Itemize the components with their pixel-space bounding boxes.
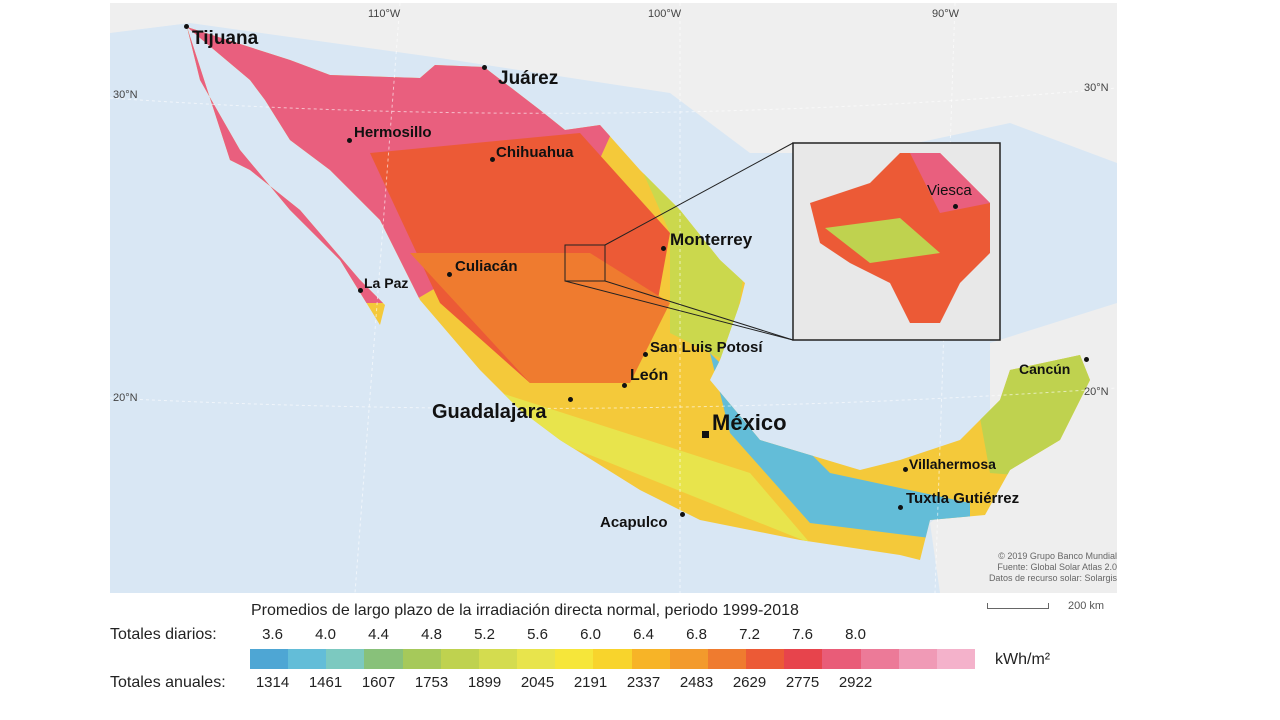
city-marker	[482, 65, 487, 70]
color-swatch	[707, 649, 747, 669]
color-swatch	[936, 649, 975, 669]
city-marker	[661, 246, 666, 251]
lon-110-label: 110°W	[368, 8, 401, 20]
city-mexico: México	[712, 410, 787, 435]
annual-tick: 2191	[573, 674, 608, 691]
daily-tick: 6.0	[580, 626, 601, 643]
annual-tick: 1899	[467, 674, 502, 691]
city-marker	[643, 352, 648, 357]
color-swatch	[402, 649, 441, 669]
color-swatch	[593, 649, 632, 669]
scale-label: 200 km	[1068, 600, 1105, 612]
annual-tick: 2045	[520, 674, 555, 691]
city-hermosillo: Hermosillo	[354, 124, 432, 141]
annual-tick: 1607	[361, 674, 396, 691]
unit-label: kWh/m²	[995, 651, 1051, 668]
city-juarez: Juárez	[498, 68, 559, 89]
annual-tick: 1753	[414, 674, 449, 691]
city-marker	[184, 24, 189, 29]
legend-title: Promedios de largo plazo de la irradiaci…	[251, 602, 799, 619]
city-marker	[680, 512, 685, 517]
city-marker	[347, 138, 352, 143]
map	[109, 2, 1118, 594]
lon-100-label: 100°W	[648, 8, 682, 20]
annual-tick: 2337	[626, 674, 661, 691]
attribution: © 2019 Grupo Banco Mundial Fuente: Globa…	[989, 551, 1117, 584]
city-guadalajara: Guadalajara	[432, 401, 547, 423]
city-marker	[358, 288, 363, 293]
color-swatch	[669, 649, 708, 669]
lon-90-label: 90°W	[932, 8, 960, 20]
attribution-line: Datos de recurso solar: Solargis	[988, 573, 1117, 583]
color-swatch	[250, 649, 289, 669]
city-cancun: Cancún	[1019, 361, 1071, 377]
daily-ticks: 3.6 4.0 4.4 4.8 5.2 5.6 6.0 6.4 6.8 7.2 7.6 8.0	[246, 626, 882, 643]
color-swatch	[478, 649, 518, 669]
daily-tick: 6.8	[686, 626, 707, 643]
color-swatch	[440, 649, 479, 669]
daily-tick: 8.0	[845, 626, 866, 643]
color-swatch	[784, 649, 823, 669]
lat-30-right: 30°N	[1084, 82, 1109, 94]
city-culiacan: Culiacán	[455, 258, 518, 275]
capital-marker	[702, 431, 709, 438]
city-marker	[953, 204, 958, 209]
annual-tick: 2775	[785, 674, 820, 691]
annual-tick: 2629	[732, 674, 767, 691]
daily-label: Totales diarios:	[110, 626, 217, 643]
city-acapulco: Acapulco	[600, 514, 668, 531]
color-swatch	[517, 649, 556, 669]
color-swatch	[288, 649, 327, 669]
color-swatch	[364, 649, 403, 669]
city-marker	[568, 397, 573, 402]
map-graphic	[109, 2, 1118, 594]
city-tijuana: Tijuana	[192, 28, 259, 49]
city-san-luis-potosi: San Luis Potosí	[650, 339, 763, 356]
annual-tick: 1461	[308, 674, 343, 691]
city-chihuahua: Chihuahua	[496, 144, 574, 161]
color-scale	[250, 649, 975, 669]
annual-tick: 2922	[838, 674, 873, 691]
annual-label: Totales anuales:	[110, 674, 226, 691]
city-marker	[898, 505, 903, 510]
city-leon: León	[630, 367, 669, 384]
attribution-line: Fuente: Global Solar Atlas 2.0	[997, 562, 1117, 572]
city-marker	[622, 383, 627, 388]
daily-tick: 5.2	[474, 626, 495, 643]
city-marker	[490, 157, 495, 162]
lat-30-left: 30°N	[113, 89, 138, 101]
daily-tick: 7.2	[739, 626, 760, 643]
city-tuxtla-gutierrez: Tuxtla Gutiérrez	[906, 490, 1020, 507]
color-swatch	[822, 649, 861, 669]
color-swatch	[898, 649, 937, 669]
color-swatch	[631, 649, 670, 669]
daily-tick: 4.8	[421, 626, 442, 643]
annual-tick: 1314	[255, 674, 290, 691]
city-la-paz: La Paz	[364, 275, 409, 291]
color-swatch	[860, 649, 899, 669]
city-marker	[447, 272, 452, 277]
daily-tick: 4.4	[368, 626, 389, 643]
scale-bar	[987, 603, 1049, 609]
lat-20-right: 20°N	[1084, 386, 1109, 398]
daily-tick: 6.4	[633, 626, 654, 643]
daily-tick: 5.6	[527, 626, 548, 643]
daily-tick: 3.6	[262, 626, 283, 643]
city-marker	[903, 467, 908, 472]
city-marker	[1084, 357, 1089, 362]
city-villahermosa: Villahermosa	[909, 456, 996, 472]
attribution-line: © 2019 Grupo Banco Mundial	[998, 551, 1117, 561]
color-swatch	[746, 649, 785, 669]
daily-tick: 4.0	[315, 626, 336, 643]
annual-tick: 2483	[679, 674, 714, 691]
color-swatch	[555, 649, 594, 669]
inset-viesca: Viesca	[927, 182, 972, 199]
city-monterrey: Monterrey	[670, 230, 753, 249]
annual-ticks: 1314 1461 1607 1753 1899 2045 2191 2337 2483 2629…	[246, 674, 882, 691]
daily-tick: 7.6	[792, 626, 813, 643]
lat-20-left: 20°N	[113, 392, 138, 404]
color-swatch	[326, 649, 365, 669]
